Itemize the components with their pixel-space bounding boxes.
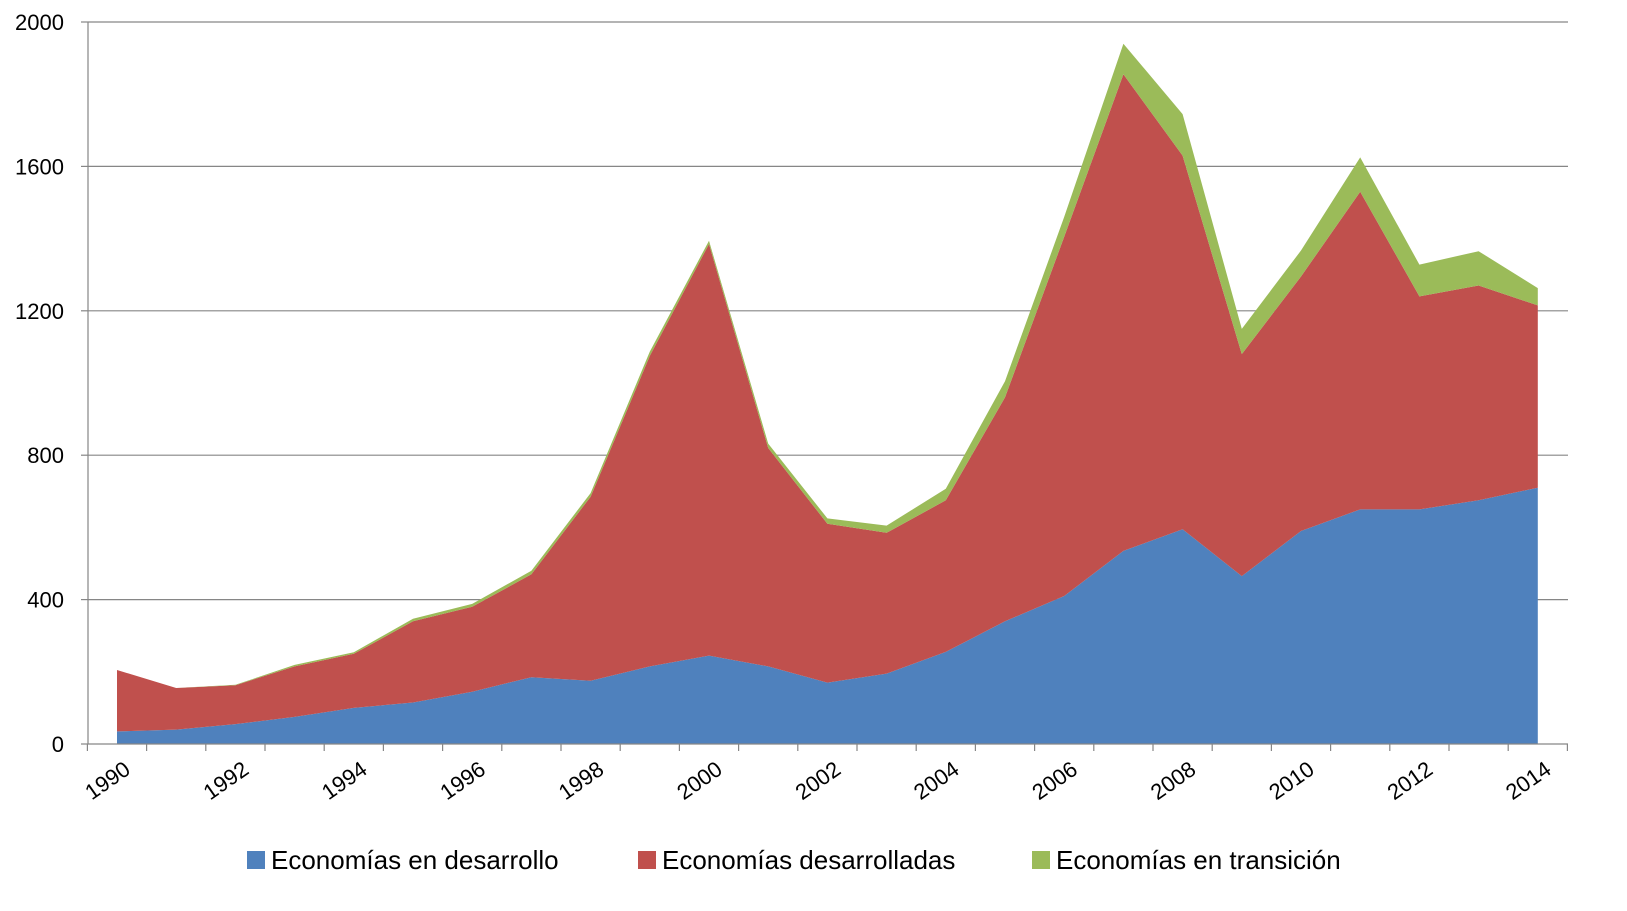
x-tick-label-2004: 2004 — [909, 756, 963, 805]
legend-label-0: Economías en desarrollo — [271, 845, 559, 875]
x-tick-label-2014: 2014 — [1501, 756, 1555, 805]
legend-label-1: Economías desarrolladas — [662, 845, 955, 875]
x-tick-label-1994: 1994 — [317, 756, 371, 805]
y-tick-label-400: 400 — [27, 588, 64, 613]
y-tick-label-1200: 1200 — [15, 299, 64, 324]
y-tick-label-2000: 2000 — [15, 10, 64, 35]
y-tick-label-1600: 1600 — [15, 154, 64, 179]
area-series-1 — [117, 74, 1538, 732]
x-tick-label-1998: 1998 — [554, 756, 608, 805]
series-areas — [117, 43, 1538, 744]
y-tick-label-0: 0 — [52, 732, 64, 757]
area-series-0 — [117, 487, 1538, 744]
axes — [81, 21, 1569, 751]
x-tick-label-2006: 2006 — [1027, 756, 1081, 805]
legend-swatch-0 — [247, 851, 265, 869]
x-tick-label-1990: 1990 — [80, 756, 134, 805]
x-axis-tick-labels: 1990 1992 1994 1996 1998 2000 2002 2004 2006 2008… — [80, 756, 1555, 805]
x-tick-label-2000: 2000 — [672, 756, 726, 805]
legend-label-2: Economías en transición — [1056, 845, 1341, 875]
x-tick-label-1996: 1996 — [435, 756, 489, 805]
x-tick-label-2008: 2008 — [1146, 756, 1200, 805]
legend: Economías en desarrollo Economías desarro… — [247, 845, 1341, 875]
y-axis-tick-labels: 0 400 800 1200 1600 2000 — [15, 10, 64, 757]
legend-swatch-2 — [1032, 851, 1050, 869]
x-tick-label-2002: 2002 — [791, 756, 845, 805]
y-tick-label-800: 800 — [27, 443, 64, 468]
legend-swatch-1 — [638, 851, 656, 869]
x-tick-label-2010: 2010 — [1264, 756, 1318, 805]
x-tick-label-1992: 1992 — [199, 756, 253, 805]
x-tick-label-2012: 2012 — [1383, 756, 1437, 805]
